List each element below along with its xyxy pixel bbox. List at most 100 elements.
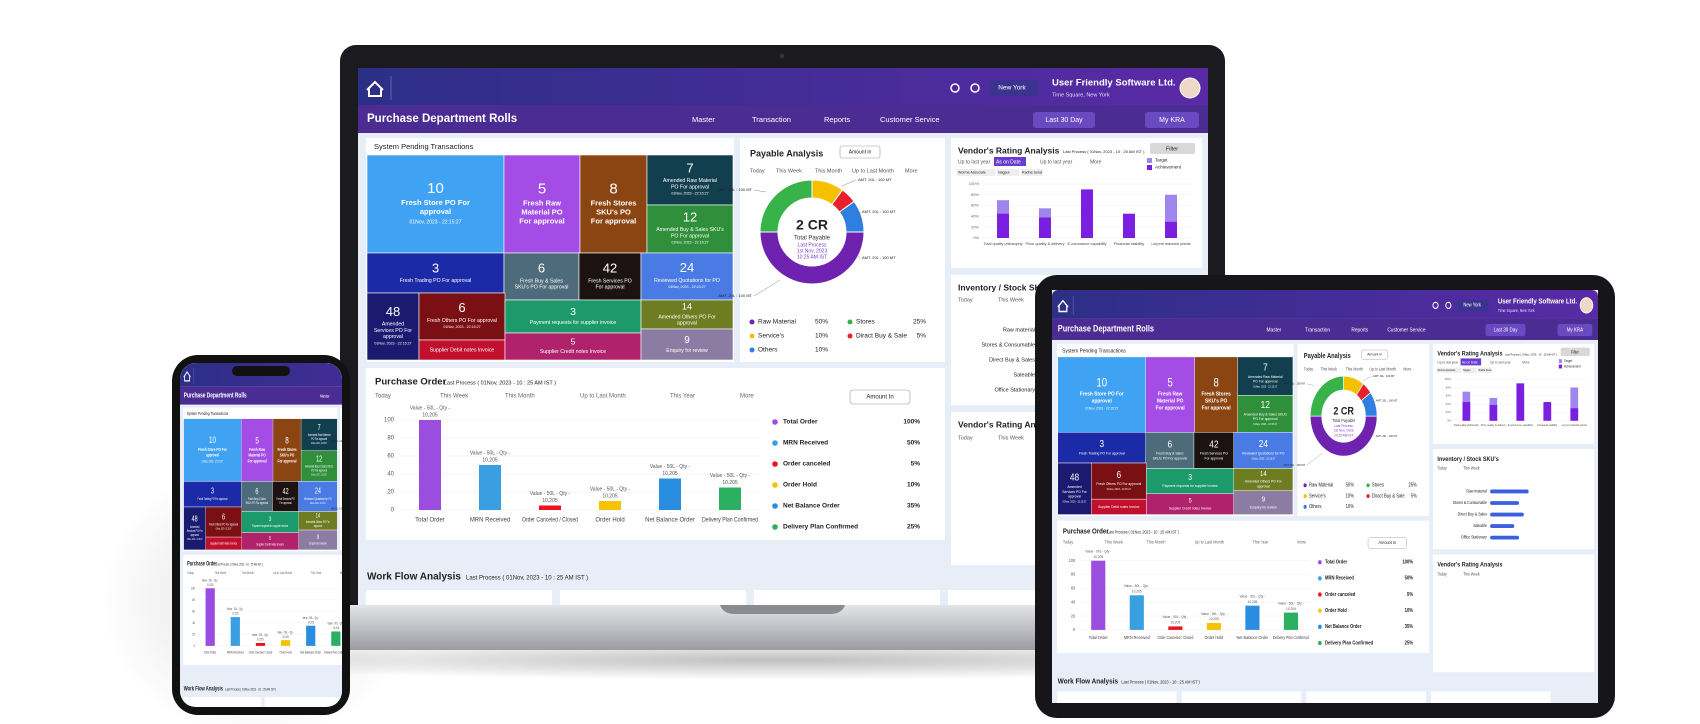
bar	[539, 505, 561, 510]
y-tick-label: 60	[387, 454, 394, 460]
y-tick-label: 60%	[971, 203, 979, 208]
y-tick-label: 20	[387, 490, 394, 496]
chip	[997, 169, 1019, 176]
legend-value: 5%	[917, 333, 927, 340]
company-address: Time Square, New York	[1052, 92, 1110, 98]
tile[interactable]	[503, 154, 581, 254]
tile[interactable]	[366, 252, 505, 294]
tile-label: Reviewed Quotations for PO	[654, 278, 720, 284]
tile[interactable]	[504, 332, 642, 361]
bar-annotation: Value - 50L - Qty -	[530, 491, 571, 497]
tab: Today	[958, 297, 973, 303]
tab: This Week	[440, 394, 469, 400]
tile-label: Amended Others PO For	[658, 314, 716, 320]
tile[interactable]	[640, 328, 734, 361]
section-subtitle: Last Process ( 01Nov, 2023 - 10 : 25 AM …	[466, 576, 588, 582]
legend-label: Net Balance Order	[783, 503, 840, 510]
y-tick-label: Office Stationary	[994, 387, 1035, 393]
tile-count: 3	[432, 260, 439, 275]
tile[interactable]	[579, 154, 648, 254]
pie-center-label: Last Process	[798, 242, 827, 248]
bar	[659, 478, 681, 510]
bar-annotation: Value - 50L - Qty -	[650, 464, 691, 470]
tile-label: Amended Raw Material	[663, 178, 717, 184]
x-tick-label: Net Balance Order	[645, 518, 695, 524]
tile-count: 8	[609, 180, 617, 197]
panel-title: System Pending Transactions	[374, 142, 473, 151]
tile[interactable]	[366, 154, 505, 254]
legend-value: 35%	[907, 503, 920, 510]
tile-label: Payment requests for supplier invoice	[530, 320, 617, 326]
y-tick-label: 40%	[971, 213, 979, 218]
tile-count: 42	[603, 261, 617, 276]
city: New York	[998, 85, 1026, 92]
tab: This Year	[670, 394, 695, 400]
panel-title: Vendor's Rating Analysis	[958, 419, 1060, 429]
period-button: Last 30 Day	[1045, 117, 1083, 124]
tab: Up to Last Month	[852, 168, 894, 174]
circle-shape	[950, 83, 960, 93]
panel-title: Payable Analysis	[750, 148, 823, 158]
legend-value: 10%	[815, 347, 828, 354]
bar-annotation: 10,205	[602, 493, 618, 499]
tile[interactable]	[503, 252, 580, 301]
legend-dot	[847, 319, 853, 325]
tile-count: 5	[538, 180, 546, 197]
pie-center-label: 10:25 AM IST	[797, 254, 827, 260]
company-name: User Friendly Software Ltd.	[1052, 78, 1176, 89]
tile-label: Services PO For	[374, 328, 412, 334]
bar-annotation: 10,205	[662, 471, 678, 477]
panel-subtitle: Last Process ( 01Nov, 2023 - 10 : 25 AM …	[1063, 149, 1145, 154]
leader-line	[753, 189, 767, 193]
rect-shape	[951, 138, 1202, 268]
y-tick-label: Direct Buy & Sales	[989, 357, 1035, 363]
legend-value: 50%	[815, 319, 828, 326]
legend-label: Stores	[856, 319, 876, 326]
bar-annotation: 10,205	[482, 457, 498, 463]
legend-label: Service's	[758, 333, 785, 340]
legend-value: 5%	[911, 461, 921, 468]
tile-count: 12	[683, 210, 697, 225]
tab: This Week	[776, 168, 802, 174]
tab: More	[740, 394, 754, 400]
kra-button: My KRA	[1159, 117, 1185, 124]
pie-annotation: AMT. 20L : 100 MT	[718, 293, 752, 298]
tile[interactable]	[646, 204, 734, 254]
legend-value: 10%	[815, 333, 828, 340]
path-shape	[366, 80, 384, 97]
legend-label: Target	[1155, 158, 1168, 163]
dropdown: Amount In	[866, 395, 893, 401]
g-shape	[1052, 290, 1598, 703]
dropdown: Amount in	[849, 149, 872, 155]
y-tick-label: 100%	[969, 181, 980, 186]
tab: This Month	[815, 168, 842, 174]
tab: Up to Last Month	[580, 394, 626, 400]
x-tick-label: E-commerce capability	[1068, 241, 1107, 246]
tile-label: Amended	[382, 322, 404, 328]
pie-center-label: Total Payable	[794, 236, 831, 242]
tile-label: For approval	[519, 216, 564, 225]
x-tick-label: MRN Received	[470, 518, 510, 524]
tab: More	[905, 168, 918, 174]
rect-shape	[232, 366, 290, 376]
tile-date: 01Nov, 2023 - 22:15:27	[668, 285, 705, 289]
tile-date: 01Nov, 2023 - 22:15:27	[374, 341, 411, 345]
tile-label: PO For approval	[671, 233, 709, 239]
x-tick-label: Long term relationship potential	[1152, 241, 1191, 246]
bar	[599, 501, 621, 510]
bar	[719, 487, 741, 510]
tab: This Month	[505, 394, 535, 400]
y-tick-label: 0	[391, 508, 395, 514]
tile-date: 01Nov, 2023 - 22:15:27	[410, 219, 462, 225]
tab: This Week	[998, 297, 1024, 303]
tile-label: approval	[383, 334, 403, 340]
legend-dot	[772, 461, 778, 467]
tile[interactable]	[646, 154, 734, 206]
legend-dot	[772, 440, 778, 446]
pie-annotation: AMT. 20L : 100 MT	[858, 177, 892, 182]
legend-label: MRN Received	[783, 440, 828, 447]
tile-date: 01Nov, 2023 - 22:15:27	[671, 241, 708, 245]
tile[interactable]	[366, 292, 420, 361]
